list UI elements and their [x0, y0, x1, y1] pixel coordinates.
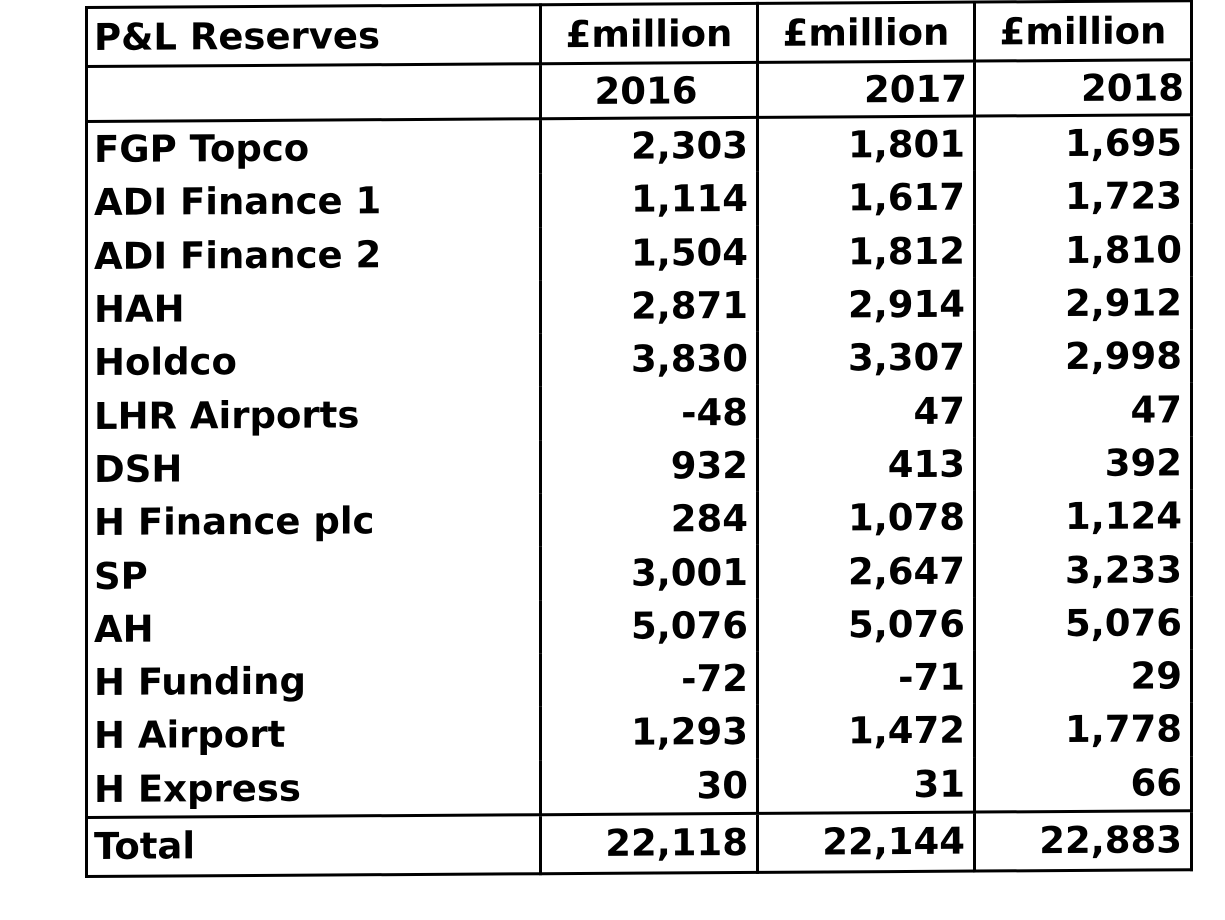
table-title: P&L Reserves [86, 4, 541, 67]
row-label: H Finance plc [86, 493, 541, 550]
cell-2016: -48 [540, 385, 758, 440]
year-header-2017: 2017 [757, 61, 975, 118]
cell-2018: 1,778 [974, 702, 1192, 758]
total-row: Total 22,118 22,144 22,883 [86, 810, 1192, 877]
cell-2018: 2,912 [974, 276, 1192, 331]
cell-2018: 1,723 [974, 169, 1192, 225]
cell-2016: 1,293 [540, 705, 758, 760]
table-body: P&L Reserves £million £million £million … [86, 0, 1192, 877]
row-label: H Express [86, 759, 541, 818]
cell-2018: 3,233 [974, 542, 1192, 598]
unit-header-2017: £million [757, 2, 975, 63]
table-row: AH 5,076 5,076 5,076 [86, 595, 1192, 656]
table-row: H Airport 1,293 1,472 1,778 [86, 702, 1192, 763]
row-label: FGP Topco [86, 118, 541, 177]
cell-2017: 1,472 [757, 703, 975, 759]
cell-2018: 1,810 [974, 222, 1192, 278]
year-row-blank [86, 63, 541, 122]
table-row: ADI Finance 2 1,504 1,812 1,810 [86, 222, 1192, 283]
cell-2016: 2,303 [540, 117, 758, 174]
header-row: P&L Reserves £million £million £million [86, 0, 1192, 67]
pl-reserves-table: P&L Reserves £million £million £million … [85, 0, 1193, 878]
table-row: HAH 2,871 2,914 2,912 [86, 276, 1192, 337]
cell-2016: 30 [540, 758, 758, 815]
year-row: 2016 2017 2018 [86, 59, 1192, 122]
cell-2016: -72 [540, 651, 758, 707]
row-label: SP [86, 546, 541, 603]
cell-2016: 1,114 [540, 172, 758, 227]
cell-2018: 47 [974, 382, 1192, 438]
cell-2017: 31 [757, 757, 975, 814]
cell-2017: 2,647 [757, 543, 975, 599]
row-label: H Airport [86, 706, 541, 763]
cell-2018: 66 [974, 755, 1192, 812]
cell-2018: 29 [974, 649, 1192, 704]
cell-2017: 413 [757, 437, 975, 492]
row-label: AH [86, 599, 541, 656]
cell-2017: -71 [757, 650, 975, 706]
year-header-2016: 2016 [540, 62, 758, 119]
cell-2016: 2,871 [540, 278, 758, 334]
cell-2017: 1,801 [757, 116, 975, 173]
cell-2017: 1,812 [757, 224, 975, 279]
table-row: ADI Finance 1 1,114 1,617 1,723 [86, 169, 1192, 230]
table-row: LHR Airports -48 47 47 [86, 382, 1192, 443]
cell-2016: 1,504 [540, 225, 758, 281]
total-2018: 22,883 [974, 810, 1192, 871]
cell-2016: 5,076 [540, 598, 758, 654]
row-label: HAH [86, 280, 541, 337]
cell-2018: 5,076 [974, 595, 1192, 651]
cell-2016: 3,001 [540, 545, 758, 600]
cell-2016: 284 [540, 491, 758, 547]
cell-2017: 3,307 [757, 330, 975, 386]
unit-header-2018: £million [974, 0, 1192, 62]
row-label: ADI Finance 2 [86, 226, 541, 283]
cell-2018: 1,124 [974, 489, 1192, 544]
table-row: H Funding -72 -71 29 [86, 649, 1192, 710]
row-label: H Funding [86, 653, 541, 710]
total-2017: 22,144 [757, 811, 975, 873]
total-2016: 22,118 [540, 813, 758, 874]
cell-2018: 2,998 [974, 329, 1192, 385]
year-header-2018: 2018 [974, 59, 1192, 117]
table-row: H Express 30 31 66 [86, 755, 1192, 818]
cell-2017: 47 [757, 384, 975, 439]
row-label: ADI Finance 1 [86, 173, 541, 230]
cell-2016: 932 [540, 438, 758, 494]
cell-2018: 392 [974, 436, 1192, 491]
table-row: SP 3,001 2,647 3,233 [86, 542, 1192, 603]
row-label: LHR Airports [86, 386, 541, 443]
total-label: Total [86, 814, 541, 877]
row-label: DSH [86, 439, 541, 497]
row-label: Holdco [86, 333, 541, 390]
cell-2017: 1,078 [757, 490, 975, 546]
cell-2016: 3,830 [540, 332, 758, 387]
table-row: DSH 932 413 392 [86, 436, 1192, 497]
cell-2017: 2,914 [757, 277, 975, 333]
cell-2017: 1,617 [757, 170, 975, 226]
table-row: Holdco 3,830 3,307 2,998 [86, 329, 1192, 390]
unit-header-2016: £million [540, 3, 758, 64]
table-row: H Finance plc 284 1,078 1,124 [86, 489, 1192, 550]
table-row: FGP Topco 2,303 1,801 1,695 [86, 114, 1192, 177]
cell-2018: 1,695 [974, 114, 1192, 171]
cell-2017: 5,076 [757, 597, 975, 652]
